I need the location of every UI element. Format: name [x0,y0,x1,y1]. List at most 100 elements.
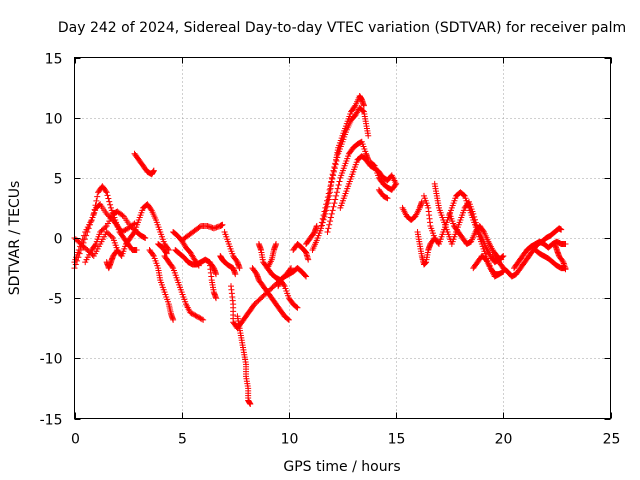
series-t5 [103,247,121,272]
data-point [149,251,156,258]
data-point [133,247,140,254]
series-t4 [71,201,172,260]
data-point [94,193,101,200]
data-point [392,182,399,189]
data-point [169,263,176,270]
data-point [318,222,325,229]
y-tick-label: 0 [54,232,63,248]
series-t29 [375,186,391,202]
data-point [460,192,467,199]
data-point [170,316,177,323]
data-point [332,196,339,203]
data-point [321,208,328,215]
series-t18 [249,265,292,323]
data-point [333,192,340,199]
data-point [196,223,203,230]
x-tick-label: 5 [178,432,187,448]
data-point [106,198,113,205]
x-tick-label: 20 [495,432,513,448]
data-point [471,213,478,220]
data-point [330,203,337,210]
data-point [360,102,367,109]
data-point [393,180,400,187]
data-point [147,206,154,213]
axis-ticks [74,57,612,420]
series-t30 [399,198,425,223]
data-point [93,197,100,204]
data-point [327,214,334,221]
data-point [122,226,129,233]
data-point [113,248,120,255]
series-t17 [234,313,254,408]
data-point [327,218,334,225]
data-point [142,235,149,241]
series-t25 [318,105,372,229]
data-point [335,182,342,189]
data-point [324,197,331,204]
series-t7 [146,247,177,323]
data-point [472,219,479,226]
data-point [328,210,335,217]
data-point [293,304,300,311]
data-point [326,221,333,228]
data-point [108,233,115,240]
data-point [326,186,333,193]
data-point [89,251,96,258]
data-point [370,162,377,169]
series-t12 [172,247,220,278]
data-point [327,183,334,190]
series-t24 [309,93,367,254]
x-tick-label: 25 [603,432,621,448]
data-point [121,227,128,234]
data-point [213,271,220,278]
series-t35 [470,253,503,280]
data-point [496,271,503,278]
data-point [500,253,507,260]
data-point [305,256,312,263]
series-t34 [446,210,505,263]
data-point [331,165,338,172]
series-t28 [367,159,400,193]
data-point [197,315,204,322]
data-point [332,161,339,168]
data-point [194,313,201,320]
grid [74,57,611,419]
series-t32 [420,189,507,278]
data-point [324,194,331,201]
data-point [75,247,82,254]
y-tick-label: 5 [54,172,63,188]
data-point [193,313,200,320]
data-point [333,189,340,196]
data-point [470,210,477,217]
data-point [365,132,372,139]
data-point [334,154,341,161]
y-tick-label: 15 [45,52,63,68]
data-point [232,271,239,278]
data-point [330,168,337,175]
data-point [418,198,425,205]
data-point [360,107,367,114]
data-point [200,316,207,323]
series-t22 [290,241,312,263]
chart-title: Day 242 of 2024, Sidereal Day-to-day VTE… [58,20,626,36]
data-point [328,179,335,186]
data-point [79,236,86,243]
axis-tick-labels: 0 5 10 15 20 25 -15 -10 -5 0 5 10 15 [40,52,621,448]
data-point [189,311,196,318]
data-point [107,201,114,208]
y-tick-label: -5 [49,292,63,308]
data-point [331,200,338,207]
data-point [559,257,566,264]
series-t23 [303,222,320,248]
data-point [285,316,292,323]
data-point [80,232,87,239]
data-point [471,216,478,223]
data-point [322,204,329,211]
data-point [130,230,137,237]
data-point [384,195,391,202]
data-point [325,190,332,197]
data-point [336,178,343,185]
data-point [92,242,99,249]
data-point [273,241,280,248]
